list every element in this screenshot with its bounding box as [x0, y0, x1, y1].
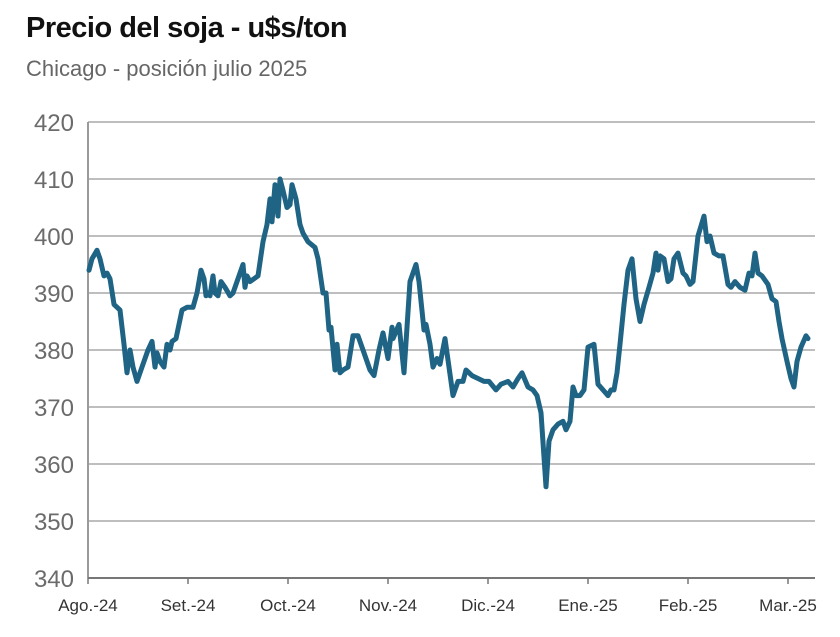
- y-tick-label: 350: [34, 509, 74, 536]
- x-tick-label: Set.-24: [161, 596, 216, 615]
- y-tick-label: 340: [34, 566, 74, 593]
- x-tick-label: Dic.-24: [461, 596, 515, 615]
- y-tick-label: 400: [34, 224, 74, 251]
- chart-subtitle: Chicago - posición julio 2025: [26, 56, 308, 81]
- x-tick-label: Oct.-24: [260, 596, 316, 615]
- y-tick-label: 370: [34, 395, 74, 422]
- x-tick-label: Ago.-24: [58, 596, 118, 615]
- y-tick-label: 410: [34, 167, 74, 194]
- x-tick-label: Feb.-25: [659, 596, 718, 615]
- y-tick-label: 390: [34, 281, 74, 308]
- y-tick-label: 360: [34, 452, 74, 479]
- x-tick-label: Nov.-24: [359, 596, 417, 615]
- y-tick-label: 380: [34, 338, 74, 365]
- x-tick-label: Ene.-25: [558, 596, 618, 615]
- series-line: [86, 176, 811, 490]
- y-tick-label: 420: [34, 110, 74, 137]
- chart-title: Precio del soja - u$s/ton: [26, 12, 348, 44]
- x-tick-label: Mar.-25: [759, 596, 817, 615]
